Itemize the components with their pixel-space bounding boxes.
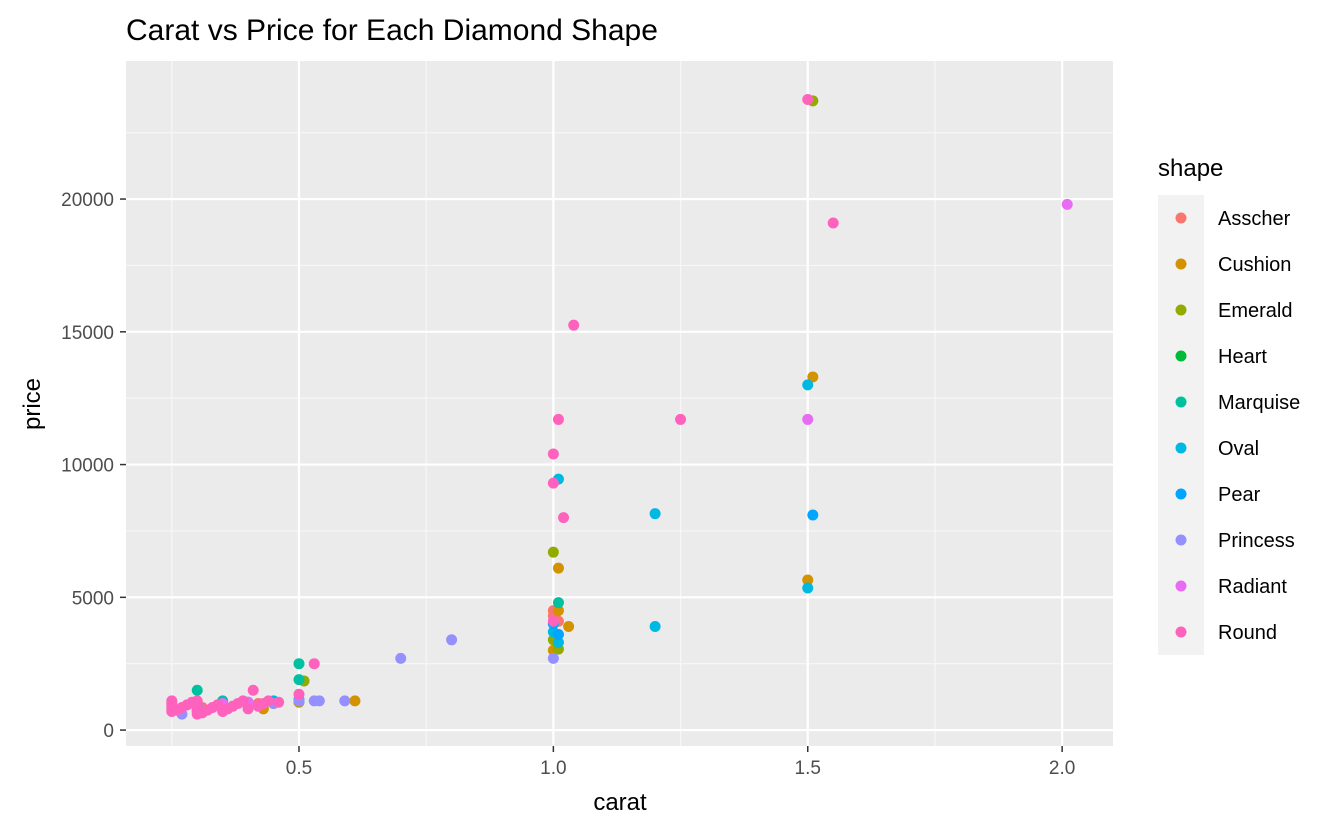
y-axis-title: price	[19, 378, 46, 430]
legend-label: Emerald	[1218, 300, 1292, 322]
legend-label: Asscher	[1218, 208, 1291, 230]
data-point	[349, 695, 361, 707]
legend-key	[1175, 350, 1187, 362]
data-point	[552, 628, 564, 640]
x-tick-label: 1.0	[540, 758, 566, 779]
y-tick-label: 5000	[72, 588, 114, 609]
data-point	[649, 621, 661, 633]
x-tick-label: 1.5	[795, 758, 821, 779]
data-point	[308, 658, 320, 670]
data-point	[552, 413, 564, 425]
legend-key-background	[1158, 195, 1204, 655]
data-point	[547, 652, 559, 664]
legend-label: Cushion	[1218, 254, 1291, 276]
data-point	[547, 448, 559, 460]
data-point	[827, 217, 839, 229]
legend-label: Round	[1218, 622, 1277, 644]
legend-label: Princess	[1218, 530, 1295, 552]
chart-title: Carat vs Price for Each Diamond Shape	[126, 14, 658, 47]
data-point	[339, 695, 351, 707]
data-point	[552, 562, 564, 574]
data-point	[802, 413, 814, 425]
data-point	[807, 509, 819, 521]
data-point	[1061, 198, 1073, 210]
legend-label: Pear	[1218, 484, 1261, 506]
legend-key	[1175, 442, 1187, 454]
legend-key	[1175, 258, 1187, 270]
legend-items: Asscher Cushion Emerald Heart Marquise Oval Pe…	[1175, 208, 1300, 644]
axis-ticks: 0.5 1.0 1.5 2.0 0 5000 10000 15000 20000	[61, 190, 1075, 779]
data-point	[552, 636, 564, 648]
data-point	[558, 512, 570, 524]
data-point	[293, 674, 305, 686]
legend: shape Asscher Cushion Emerald Heart Marquise…	[1158, 155, 1300, 655]
legend-key	[1175, 488, 1187, 500]
data-point	[552, 597, 564, 609]
data-point	[802, 93, 814, 105]
y-tick-label: 0	[103, 721, 114, 742]
x-tick-label: 2.0	[1049, 758, 1075, 779]
y-tick-label: 20000	[61, 190, 114, 211]
legend-key	[1175, 304, 1187, 316]
data-point	[547, 477, 559, 489]
legend-key	[1175, 580, 1187, 592]
data-point	[191, 695, 203, 707]
data-point	[313, 695, 325, 707]
data-point	[802, 582, 814, 594]
data-point	[563, 621, 575, 633]
data-point	[675, 413, 687, 425]
data-point	[247, 684, 259, 696]
y-tick-label: 10000	[61, 456, 114, 477]
legend-label: Marquise	[1218, 392, 1300, 414]
grid-lines	[126, 61, 1113, 746]
data-point	[191, 684, 203, 696]
data-point	[293, 688, 305, 700]
data-point	[242, 703, 254, 715]
x-axis-title: carat	[593, 789, 647, 816]
x-tick-label: 0.5	[286, 758, 312, 779]
data-point	[802, 379, 814, 391]
legend-key	[1175, 626, 1187, 638]
data-point	[547, 615, 559, 627]
legend-key	[1175, 396, 1187, 408]
data-point	[446, 634, 458, 646]
data-point	[293, 658, 305, 670]
legend-label: Heart	[1218, 346, 1267, 368]
data-point	[802, 574, 814, 586]
plot-panel	[126, 61, 1113, 746]
data-points	[166, 93, 1073, 720]
data-point	[262, 695, 274, 707]
data-point	[166, 695, 178, 707]
data-point	[547, 546, 559, 558]
legend-label: Oval	[1218, 438, 1259, 460]
data-point	[649, 508, 661, 520]
y-tick-label: 15000	[61, 323, 114, 344]
data-point	[237, 695, 249, 707]
data-point	[552, 605, 564, 617]
legend-key	[1175, 534, 1187, 546]
data-point	[273, 696, 285, 708]
data-point	[395, 652, 407, 664]
legend-label: Radiant	[1218, 576, 1287, 598]
legend-key	[1175, 212, 1187, 224]
legend-title: shape	[1158, 155, 1223, 182]
data-point	[568, 319, 580, 331]
data-point	[807, 371, 819, 383]
